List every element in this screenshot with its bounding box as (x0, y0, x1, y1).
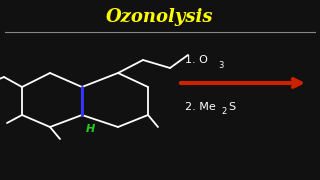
Text: S: S (228, 102, 235, 112)
Text: 1. O: 1. O (185, 55, 208, 65)
Text: 2. Me: 2. Me (185, 102, 216, 112)
Text: 2: 2 (221, 107, 226, 116)
Text: H: H (85, 124, 95, 134)
Text: 3: 3 (218, 60, 223, 69)
Text: Ozonolysis: Ozonolysis (106, 8, 214, 26)
